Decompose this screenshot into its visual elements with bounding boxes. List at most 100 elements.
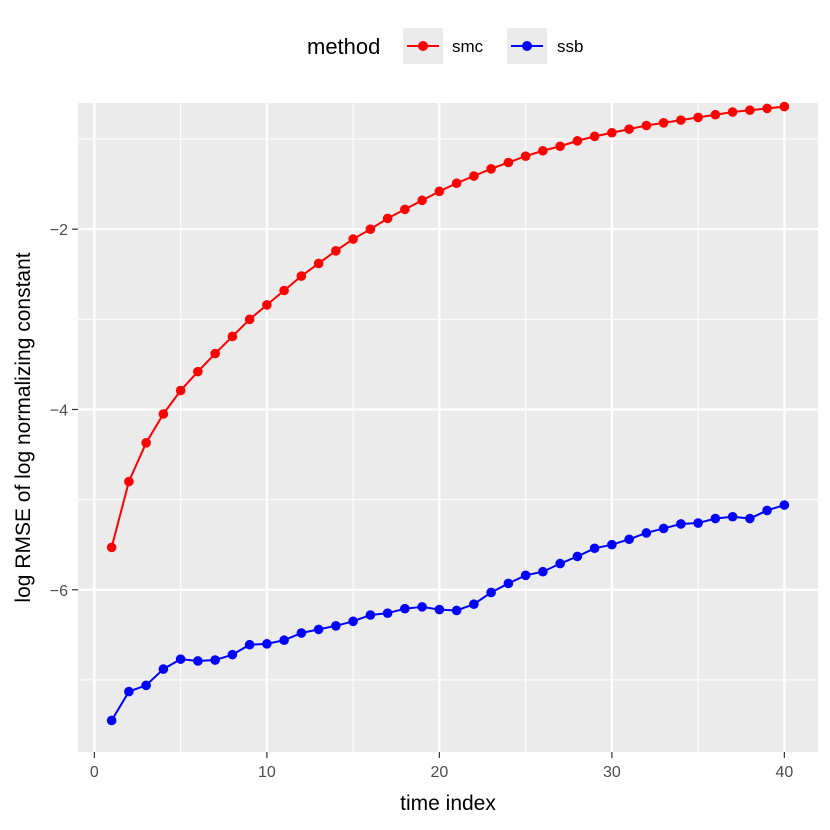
- series-layer: [106, 101, 790, 726]
- data-point-ssb: [451, 605, 462, 616]
- data-point-ssb: [710, 513, 721, 524]
- data-point-ssb: [382, 608, 393, 618]
- legend-point-ssb: [522, 41, 532, 51]
- data-point-ssb: [158, 664, 169, 674]
- data-point-ssb: [658, 523, 669, 534]
- data-point-smc: [503, 157, 514, 168]
- data-point-smc: [106, 542, 117, 553]
- data-point-ssb: [676, 519, 686, 529]
- data-point-smc: [262, 300, 272, 310]
- data-point-ssb: [262, 639, 272, 649]
- y-axis: −6 −4 −2: [50, 222, 78, 600]
- data-point-smc: [244, 314, 255, 325]
- data-point-smc: [175, 385, 186, 396]
- y-tick-label: −4: [50, 402, 68, 419]
- data-point-ssb: [607, 539, 617, 550]
- data-point-smc: [693, 112, 703, 123]
- data-point-ssb: [141, 680, 151, 691]
- data-point-smc: [193, 366, 203, 377]
- data-point-smc: [141, 438, 151, 448]
- data-point-ssb: [779, 500, 790, 510]
- data-point-ssb: [762, 505, 772, 516]
- data-point-ssb: [520, 570, 531, 581]
- data-point-smc: [607, 127, 617, 138]
- data-point-ssb: [503, 578, 514, 589]
- minor-gridlines: [78, 103, 818, 752]
- x-tick-label: 40: [775, 764, 793, 781]
- data-point-smc: [572, 136, 583, 146]
- x-tick-label: 0: [90, 764, 99, 781]
- data-point-smc: [676, 115, 686, 125]
- data-point-smc: [779, 101, 790, 112]
- data-point-smc: [434, 186, 445, 197]
- data-point-smc: [658, 118, 669, 128]
- x-tick-label: 10: [258, 764, 276, 781]
- data-point-ssb: [745, 513, 755, 524]
- data-point-smc: [538, 145, 548, 156]
- data-point-smc: [624, 124, 634, 134]
- data-point-ssb: [313, 624, 324, 635]
- data-point-smc: [348, 234, 358, 244]
- data-point-ssb: [400, 603, 410, 614]
- data-point-smc: [227, 331, 238, 342]
- data-point-smc: [210, 348, 220, 359]
- data-point-ssb: [469, 599, 479, 609]
- data-point-ssb: [279, 635, 289, 646]
- data-point-ssb: [538, 566, 548, 577]
- data-point-smc: [451, 178, 462, 189]
- data-point-smc: [641, 120, 652, 131]
- data-point-ssb: [348, 616, 358, 627]
- data-point-smc: [589, 131, 600, 142]
- data-point-smc: [520, 151, 531, 161]
- y-tick-label: −6: [50, 583, 68, 600]
- data-point-ssb: [244, 639, 255, 650]
- data-point-smc: [331, 246, 341, 256]
- data-point-smc: [727, 107, 738, 117]
- data-point-smc: [365, 224, 376, 234]
- data-point-smc: [279, 285, 289, 296]
- data-point-smc: [486, 164, 496, 174]
- data-point-smc: [745, 105, 755, 116]
- legend-label-smc: smc: [452, 37, 484, 56]
- data-point-ssb: [365, 610, 376, 620]
- x-tick-label: 20: [430, 764, 448, 781]
- data-point-ssb: [589, 543, 600, 554]
- data-point-ssb: [434, 604, 445, 615]
- data-point-ssb: [175, 654, 186, 664]
- data-point-smc: [417, 195, 427, 206]
- legend-item-smc: smc: [403, 28, 484, 64]
- data-point-ssb: [641, 528, 652, 538]
- data-point-ssb: [227, 649, 238, 660]
- data-point-smc: [313, 258, 324, 269]
- data-point-ssb: [693, 518, 703, 528]
- data-point-smc: [555, 141, 565, 152]
- data-point-ssb: [555, 558, 565, 569]
- legend: method smc ssb: [307, 28, 583, 64]
- data-point-ssb: [331, 621, 341, 631]
- plot-panel: [78, 103, 818, 752]
- x-tick-label: 30: [603, 764, 621, 781]
- legend-label-ssb: ssb: [557, 37, 583, 56]
- data-point-ssb: [624, 534, 634, 545]
- data-point-ssb: [486, 587, 496, 598]
- x-axis: 0 10 20 30 40: [90, 752, 793, 781]
- data-point-ssb: [572, 551, 583, 562]
- data-point-ssb: [210, 655, 220, 665]
- data-point-ssb: [193, 656, 203, 666]
- legend-item-ssb: ssb: [507, 28, 583, 64]
- x-axis-title: time index: [400, 792, 496, 815]
- series-line-smc: [110, 105, 785, 548]
- data-point-smc: [400, 204, 410, 215]
- data-point-smc: [124, 476, 134, 487]
- data-point-ssb: [296, 628, 307, 638]
- y-tick-label: −2: [50, 222, 68, 239]
- data-point-smc: [762, 103, 772, 114]
- legend-title: method: [307, 34, 380, 59]
- data-point-ssb: [106, 715, 117, 726]
- data-point-smc: [158, 409, 169, 419]
- major-gridlines: [78, 103, 818, 752]
- data-point-ssb: [727, 511, 738, 522]
- data-point-smc: [469, 171, 479, 181]
- data-point-smc: [296, 271, 307, 281]
